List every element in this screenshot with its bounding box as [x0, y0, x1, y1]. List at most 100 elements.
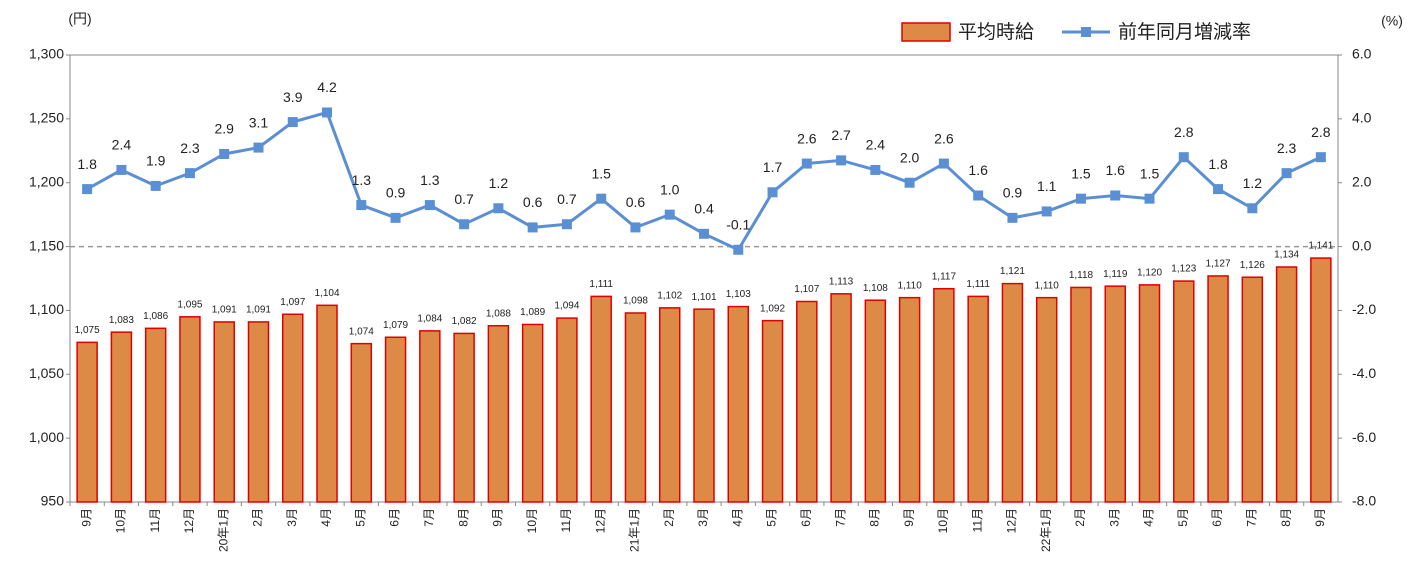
bar	[693, 308, 715, 503]
line-marker	[424, 200, 435, 211]
bar	[898, 296, 921, 503]
line-value-label: 0.4	[694, 201, 714, 217]
x-tick-label: 20年1月	[216, 508, 230, 552]
line-value-label: 1.1	[1037, 178, 1057, 194]
x-tick-label: 8月	[456, 508, 470, 527]
line-marker	[664, 209, 675, 220]
bar-value-label: 1,091	[212, 305, 237, 316]
line-value-label: 1.8	[1208, 156, 1228, 172]
line-marker	[938, 158, 949, 169]
line-value-label: 3.1	[249, 114, 269, 130]
line-marker	[973, 190, 984, 201]
y2-tick-label: 6.0	[1352, 46, 1372, 62]
y-tick-label: 1,000	[29, 429, 64, 445]
bar-value-label: 1,079	[383, 320, 408, 331]
x-tick-label: 2月	[662, 508, 676, 527]
bar	[316, 304, 338, 503]
bar	[864, 299, 887, 503]
bar-value-label: 1,101	[691, 292, 716, 303]
legend-label: 平均時給	[958, 21, 1034, 43]
line-value-label: 2.4	[866, 137, 886, 153]
line-marker	[82, 184, 93, 195]
bar-value-label: 1,088	[486, 308, 511, 319]
x-tick-label: 10月	[936, 508, 950, 533]
line-value-label: 1.5	[1140, 165, 1160, 181]
bar	[76, 341, 98, 503]
line-marker	[493, 203, 504, 214]
x-tick-label: 10月	[114, 508, 128, 533]
line-value-label: 0.7	[557, 191, 577, 207]
x-tick-label: 11月	[148, 508, 162, 532]
bar-value-label: 1,098	[623, 296, 648, 307]
line-marker	[184, 168, 195, 179]
bar-value-label: 1,102	[657, 291, 682, 302]
line-value-label: 1.0	[660, 181, 680, 197]
x-tick-label: 12月	[1005, 508, 1019, 533]
line-value-label: 1.7	[763, 159, 783, 175]
bar-value-label: 1,097	[280, 297, 305, 308]
x-tick-label: 8月	[1279, 508, 1293, 527]
y2-tick-label: -4.0	[1352, 365, 1376, 381]
bar	[933, 287, 955, 503]
line-marker	[390, 212, 401, 223]
bar	[350, 342, 373, 503]
x-tick-label: 9月	[902, 508, 916, 527]
bar	[213, 321, 235, 503]
line-marker	[1007, 212, 1018, 223]
bar-value-label: 1,110	[897, 280, 922, 291]
line-value-label: 2.8	[1174, 124, 1194, 140]
bar-value-label: 1,104	[315, 288, 340, 299]
x-tick-label: 22年1月	[1039, 508, 1053, 552]
y-tick-label: 950	[41, 493, 65, 509]
x-tick-label: 12月	[593, 508, 607, 533]
bar	[658, 307, 681, 503]
bar	[624, 312, 647, 503]
line-value-label: 2.3	[1277, 140, 1297, 156]
line-value-label: 1.6	[1106, 162, 1126, 178]
bar-value-label: 1,113	[829, 276, 854, 287]
bar-value-label: 1,123	[1171, 264, 1196, 275]
line-value-label: 1.5	[1071, 165, 1091, 181]
bar	[1173, 280, 1195, 503]
x-tick-label: 4月	[319, 508, 333, 527]
bar-value-label: 1,118	[1069, 270, 1094, 281]
bar	[282, 313, 304, 503]
bar-value-label: 1,094	[554, 301, 579, 312]
x-tick-label: 7月	[422, 508, 436, 527]
bar	[419, 330, 441, 503]
line-value-label: 1.3	[420, 172, 440, 188]
bar-value-label: 1,092	[760, 303, 785, 314]
bar-value-label: 1,074	[349, 326, 374, 337]
line-marker	[1281, 168, 1292, 179]
bar-value-label: 1,121	[1000, 266, 1025, 277]
x-tick-label: 2月	[251, 508, 265, 527]
line-marker	[870, 164, 881, 175]
x-tick-label: 2月	[1073, 508, 1087, 527]
y-tick-label: 1,300	[29, 46, 64, 62]
bar	[1035, 296, 1058, 503]
x-tick-label: 9月	[1313, 508, 1327, 527]
bar	[247, 321, 270, 503]
bar	[1001, 282, 1024, 503]
line-value-label: 2.9	[214, 121, 234, 137]
line-value-label: 0.7	[454, 191, 474, 207]
bar	[727, 305, 750, 503]
bar-value-label: 1,119	[1103, 269, 1128, 280]
bar	[179, 316, 201, 503]
line-marker	[561, 219, 572, 230]
bar-value-label: 1,082	[452, 316, 477, 327]
bar-value-label: 1,095	[177, 299, 202, 310]
line-value-label: 2.6	[797, 130, 817, 146]
bar-value-label: 1,111	[589, 279, 613, 290]
line-value-label: 2.3	[180, 140, 200, 156]
bar-value-label: 1,127	[1206, 259, 1231, 270]
line-value-label: 0.6	[523, 194, 543, 210]
y2-tick-label: 4.0	[1352, 110, 1372, 126]
x-tick-label: 11月	[559, 508, 573, 532]
line-marker	[116, 164, 127, 175]
y-tick-label: 1,150	[29, 237, 64, 253]
x-tick-label: 12月	[182, 508, 196, 533]
bar	[384, 336, 407, 503]
x-tick-label: 21年1月	[628, 508, 642, 552]
legend-marker	[1081, 27, 1091, 37]
